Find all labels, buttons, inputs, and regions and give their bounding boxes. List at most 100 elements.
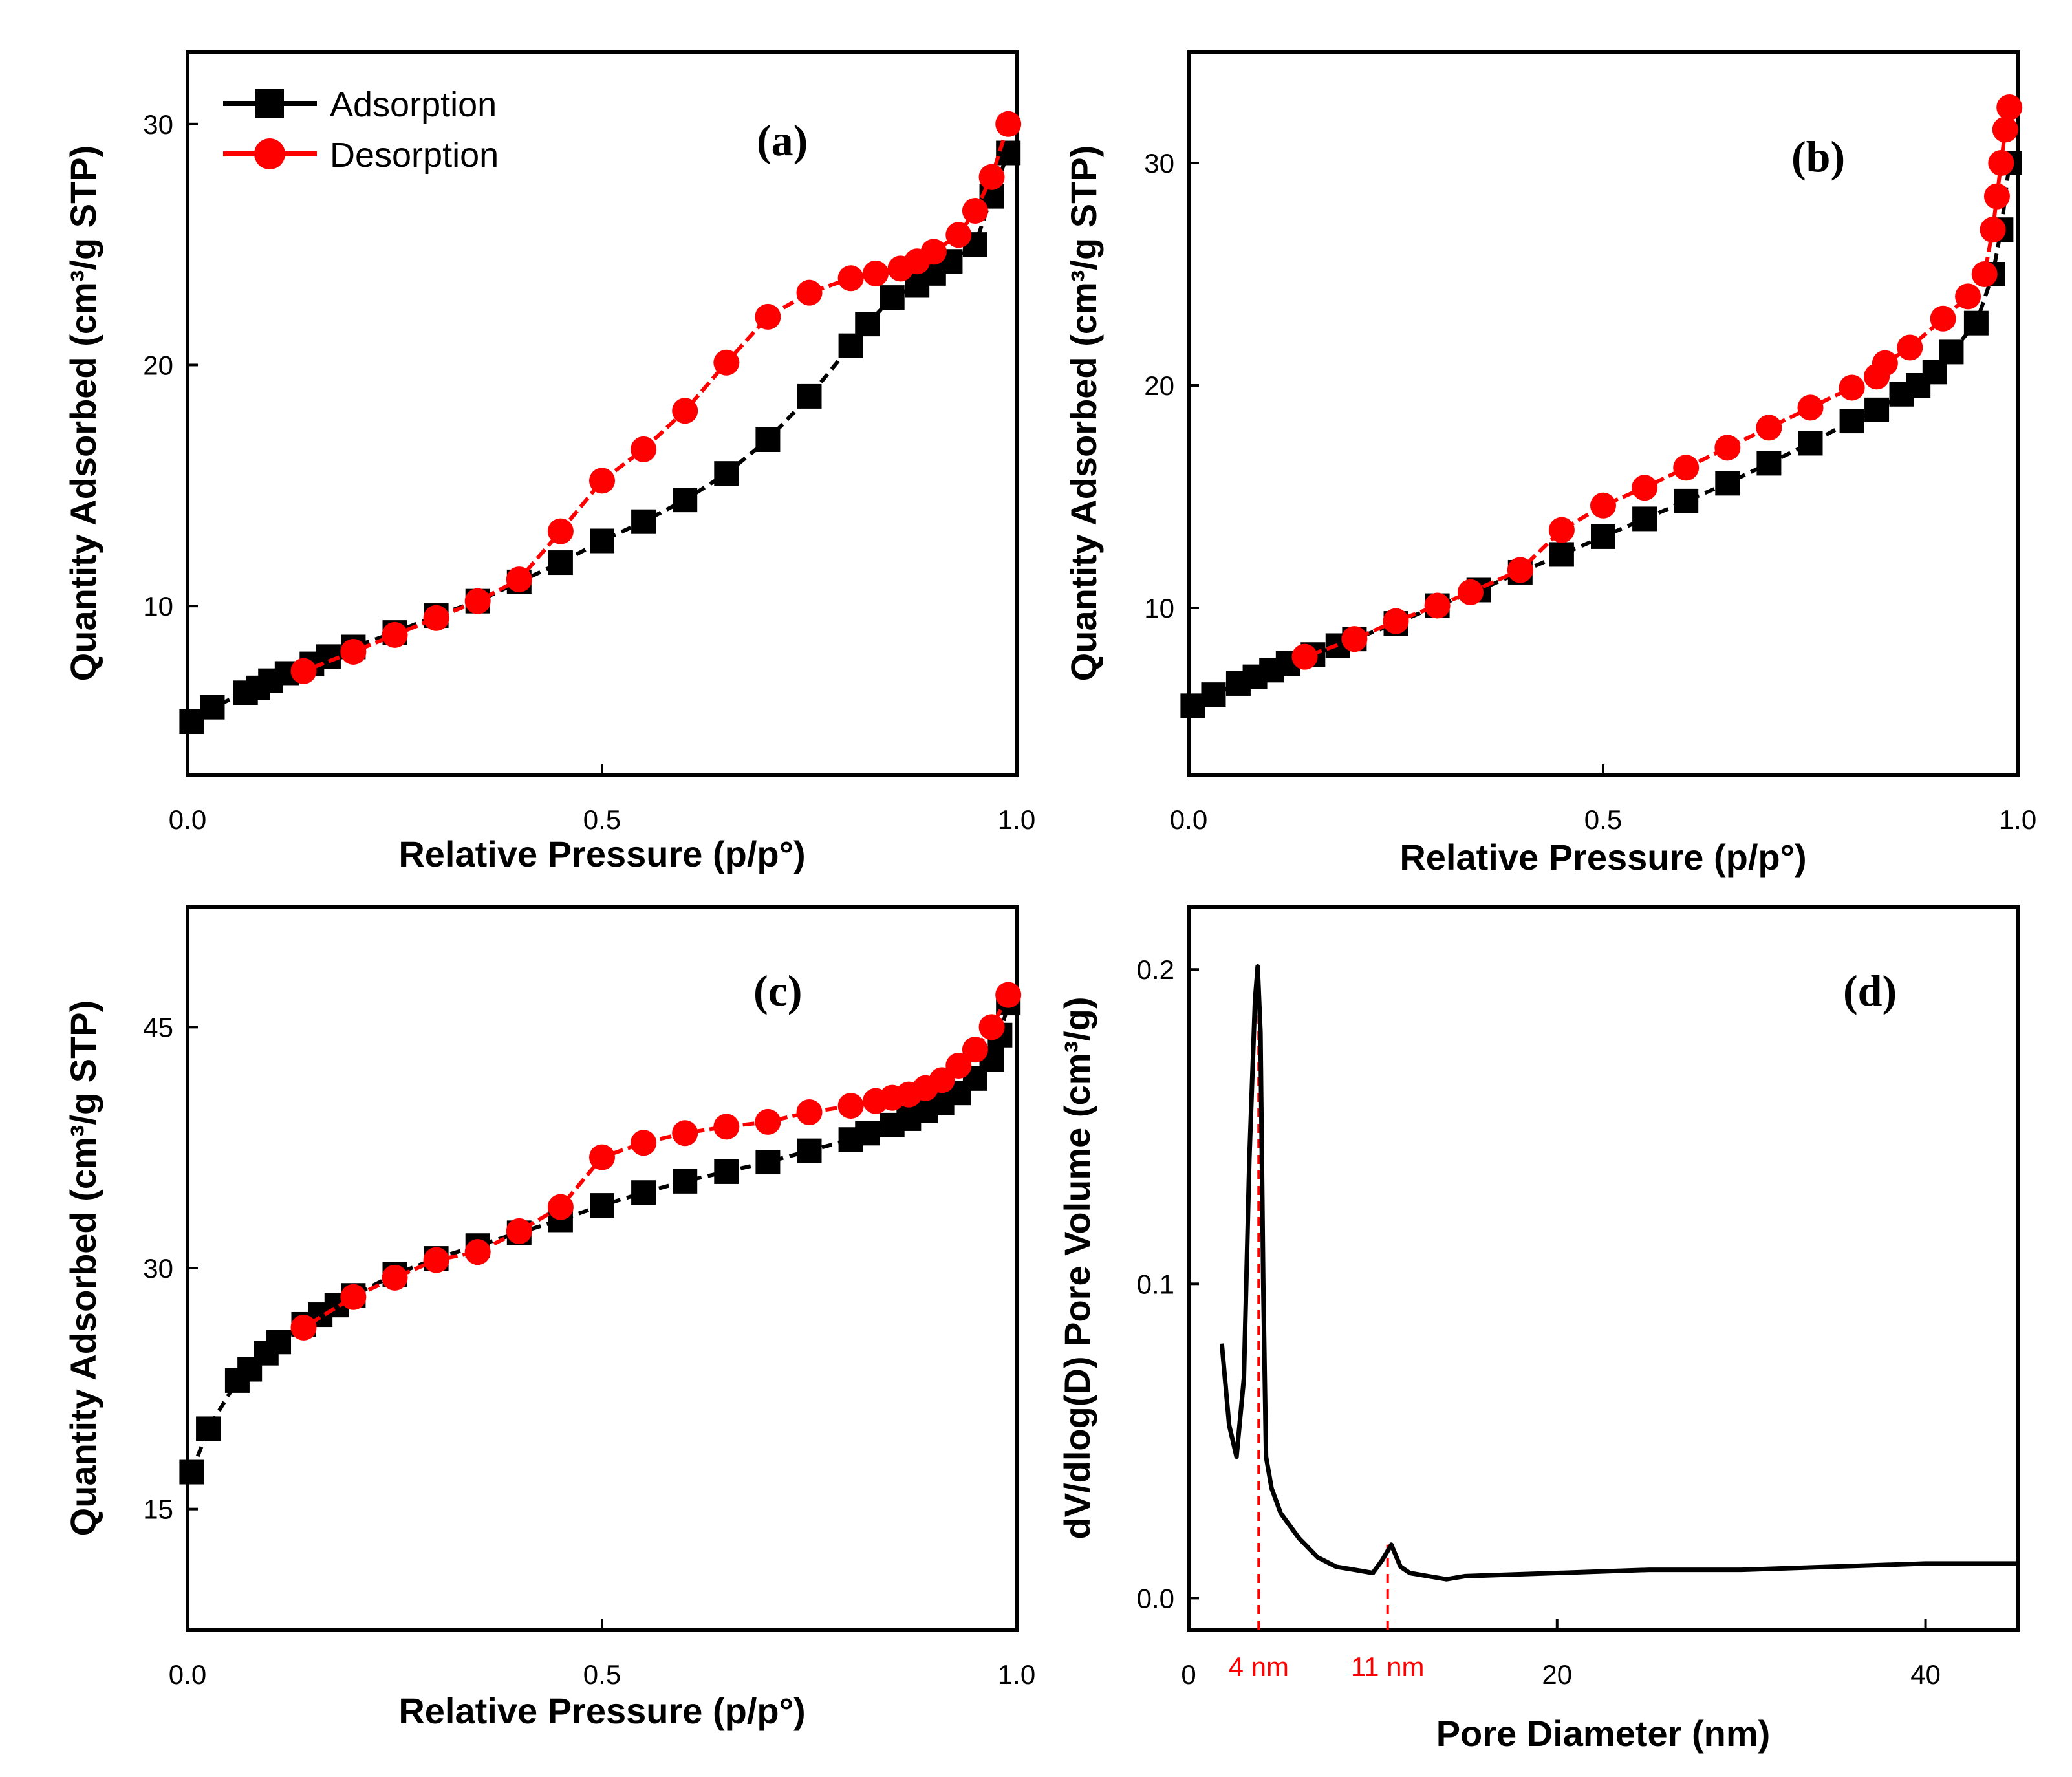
panel-c: 0.0 0.5 1.0 15 30 45 (c) Relative Pressure (p… — [63, 905, 1035, 1731]
panel-a-x-tick-label: 0.0 — [169, 804, 206, 835]
panel-d-y-tick-label: 0.2 — [1137, 954, 1174, 985]
panel-a-label: (a) — [757, 116, 808, 165]
panel-c-desorption-point — [589, 1144, 615, 1170]
panel-d-series-pore-size-distribution-line — [1219, 964, 2018, 1582]
panel-c-desorption-point — [672, 1120, 698, 1147]
panel-b-desorption-point — [1980, 217, 2006, 243]
panel-d-frame — [1187, 905, 2020, 1632]
panel-c-desorption-point — [290, 1314, 317, 1341]
panel-a-desorption-point — [796, 279, 823, 306]
panel-b-desorption-point — [1864, 363, 1890, 390]
panel-c-desorption-point — [995, 982, 1022, 1008]
panel-c-adsorption-point — [797, 1138, 822, 1163]
panel-b-desorption-point — [1996, 94, 2023, 120]
panel-b-adsorption-point — [1632, 506, 1657, 532]
panel-b-desorption-point — [1590, 492, 1616, 519]
panel-b-desorption-point — [1988, 150, 2014, 176]
panel-c-adsorption-point — [714, 1159, 739, 1184]
panel-c-desorption-point — [631, 1130, 657, 1156]
panel-b-desorption-point — [1983, 183, 2010, 210]
panel-a-desorption-point — [863, 260, 889, 286]
panel-a-adsorption-point — [714, 461, 739, 486]
panel-c-adsorption-point — [631, 1180, 656, 1205]
panel-b-desorption-point — [1797, 394, 1824, 421]
panel-c-x-axis-title: Relative Pressure (p/p°) — [398, 1690, 805, 1731]
panel-b-desorption-point — [1930, 305, 1956, 332]
panel-a-adsorption-point — [673, 488, 698, 513]
panel-c-adsorption-point — [855, 1121, 880, 1146]
panel-b-desorption-point — [1897, 334, 1923, 361]
panel-c-desorption-point — [423, 1247, 449, 1273]
panel-b-plot — [1180, 94, 2023, 718]
panel-d-plot — [1219, 964, 2018, 1582]
panel-a: 0.0 0.5 1.0 10 20 30 (a) Relative Pressure (p… — [63, 50, 1035, 874]
panel-c-desorption-point — [796, 1099, 823, 1126]
panel-c-desorption-point — [755, 1108, 781, 1135]
panel-a-desorption-point — [887, 255, 914, 282]
panel-c-adsorption-point — [196, 1416, 221, 1441]
panel-d-x-tick-label: 40 — [1910, 1659, 1941, 1690]
panel-a-desorption-point — [978, 164, 1005, 190]
panel-c-y-tick-label: 45 — [143, 1012, 173, 1042]
panel-b-adsorption-point — [1674, 488, 1699, 513]
panel-a-desorption-point — [672, 398, 698, 424]
panel-d-ticks: 0 20 40 0.0 0.1 0.2 — [1137, 954, 1941, 1690]
panel-a-x-axis-title: Relative Pressure (p/p°) — [398, 834, 805, 874]
panel-d-x-tick-label: 20 — [1542, 1659, 1572, 1690]
panel-b-desorption-point — [1673, 455, 1700, 481]
panel-a-adsorption-point — [548, 550, 573, 576]
panel-a-desorption-point — [837, 265, 864, 292]
legend-desorption-marker — [254, 138, 285, 169]
panel-b-desorption-point — [1457, 579, 1484, 605]
panel-b-desorption-point — [1632, 475, 1658, 501]
panel-b-desorption-point — [1756, 415, 1782, 441]
panel-a-adsorption-point — [755, 427, 781, 452]
panel-a-desorption-point — [382, 621, 408, 648]
panel-a-desorption-point — [423, 605, 449, 631]
panel-c-adsorption-point — [673, 1169, 698, 1194]
panel-b-desorption-point — [1507, 557, 1533, 583]
panel-a-desorption-point — [995, 111, 1022, 137]
panel-c-desorption-point — [863, 1088, 889, 1114]
panel-b-desorption-point — [1955, 283, 1981, 310]
annotation-label-0: 4 nm — [1229, 1652, 1289, 1682]
panel-b-x-axis-title: Relative Pressure (p/p°) — [1399, 837, 1806, 878]
panel-a-desorption-point — [713, 349, 740, 376]
panel-a-adsorption-point — [590, 528, 614, 554]
panel-b-x-tick-label: 0.5 — [1584, 804, 1622, 835]
panel-b-adsorption-point — [1864, 397, 1890, 422]
panel-a-desorption-point — [962, 197, 988, 224]
panel-c-desorption-point — [506, 1218, 532, 1244]
panel-b: 0.0 0.5 1.0 10 20 30 (b) Relative Pressure (p… — [1063, 50, 2036, 878]
panel-a-adsorption-point — [838, 333, 863, 358]
panel-c-desorption-point — [464, 1239, 491, 1265]
panel-a-adsorption-point — [996, 140, 1021, 166]
panel-a-y-tick-label: 10 — [143, 591, 173, 621]
panel-a-adsorption-point — [880, 285, 905, 310]
panel-d-y-axis-title: dV/dlog(D) Pore Volume (cm³/g) — [1057, 997, 1097, 1540]
panel-b-adsorption-point — [1549, 542, 1574, 567]
panel-b-desorption-point — [1291, 643, 1318, 670]
panel-b-ticks: 0.0 0.5 1.0 10 20 30 — [1144, 148, 2036, 835]
panel-a-x-tick-label: 1.0 — [998, 804, 1035, 835]
panel-c-adsorption-point — [590, 1193, 614, 1218]
panel-a-x-tick-label: 0.5 — [583, 804, 621, 835]
panel-a-adsorption-point — [631, 509, 656, 534]
panel-b-adsorption-point — [1180, 693, 1205, 718]
panel-c-y-tick-label: 30 — [143, 1253, 173, 1284]
panel-a-desorption-point — [290, 658, 317, 684]
panel-a-ticks: 0.0 0.5 1.0 10 20 30 — [143, 109, 1035, 835]
panel-d-y-tick-label: 0.1 — [1137, 1269, 1174, 1299]
panel-b-adsorption-point — [1798, 431, 1823, 456]
panel-c-adsorption-point — [755, 1150, 781, 1175]
panel-a-desorption-point — [631, 436, 657, 462]
panel-b-x-tick-label: 0.0 — [1170, 804, 1207, 835]
panel-c-desorption-point — [713, 1114, 740, 1140]
panel-c-plot — [179, 982, 1022, 1485]
panel-d-label: (d) — [1843, 966, 1897, 1015]
panel-b-adsorption-point — [1715, 471, 1740, 496]
panel-b-desorption-point — [1992, 116, 2018, 143]
panel-c-adsorption-point — [179, 1459, 204, 1485]
panel-b-y-axis-title: Quantity Adsorbed (cm³/g STP) — [1063, 145, 1104, 682]
